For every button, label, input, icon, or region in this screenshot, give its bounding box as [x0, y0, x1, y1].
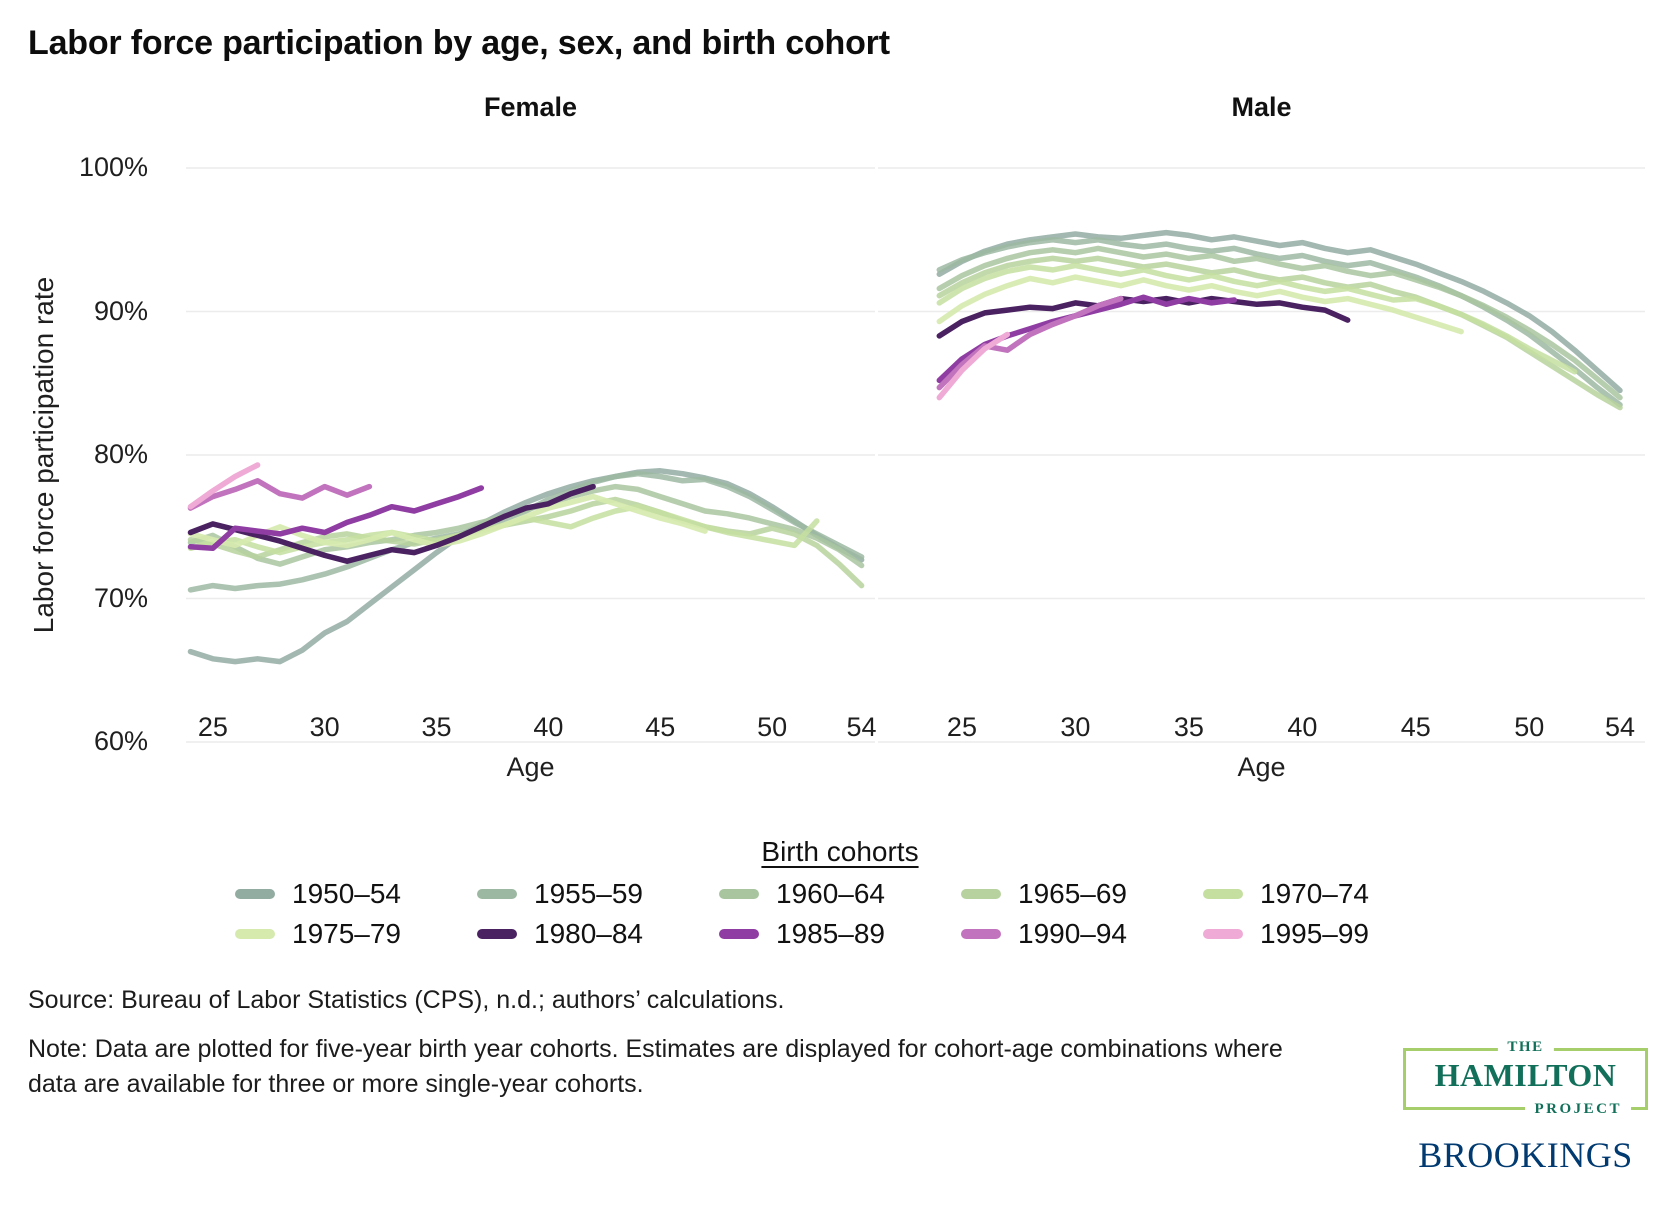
x-tick-female-50: 50	[757, 712, 788, 742]
legend-row-1: 1950–54 1955–59 1960–64 1965–69 1970–74	[235, 878, 1445, 910]
line-female-1980–84	[187, 483, 596, 564]
line-female-1995–99	[187, 462, 261, 510]
x-tick-female-45: 45	[645, 712, 676, 742]
x-tick-male-45: 45	[1400, 712, 1431, 742]
legend-swatch-1990–94	[961, 929, 1001, 939]
panel-title-male: Male	[1231, 92, 1292, 122]
line-male-1960–64	[936, 245, 1623, 401]
legend-label: 1960–64	[776, 878, 886, 909]
legend-label: 1975–79	[292, 918, 402, 949]
legend: 1950–54 1955–59 1960–64 1965–69 1970–74 1975–…	[0, 878, 1680, 950]
hamilton-project-logo: THE HAMILTON PROJECT	[1403, 1039, 1648, 1118]
legend-title: Birth cohorts	[761, 836, 919, 867]
legend-swatch-1955–59	[477, 889, 517, 899]
x-axis-label-male: Age	[1237, 752, 1286, 782]
legend-label: 1950–54	[292, 878, 402, 909]
x-tick-male-40: 40	[1287, 712, 1318, 742]
line-male-1975–79	[936, 274, 1464, 335]
legend-label: 1995–99	[1260, 918, 1370, 949]
legend-item-1965–69: 1965–69	[961, 878, 1203, 910]
legend-swatch-1980–84	[477, 929, 517, 939]
legend-label: 1990–94	[1018, 918, 1128, 949]
line-male-1990–94	[936, 295, 1124, 391]
y-tick-90: 90%	[93, 295, 148, 326]
legend-swatch-1985–89	[719, 929, 759, 939]
legend-swatch-1965–69	[961, 889, 1001, 899]
line-female-1950–54	[187, 468, 865, 665]
legend-item-1985–89: 1985–89	[719, 918, 961, 950]
y-tick-80: 80%	[93, 439, 148, 469]
line-female-1985–89	[187, 485, 485, 552]
legend-row-2: 1975–79 1980–84 1985–89 1990–94 1995–99	[235, 918, 1445, 950]
legend-label: 1980–84	[534, 918, 644, 949]
line-female-1990–94	[187, 478, 373, 511]
chart-title: Labor force participation by age, sex, a…	[28, 24, 890, 62]
hamilton-logo-name: HAMILTON	[1434, 1057, 1617, 1093]
legend-item-1960–64: 1960–64	[719, 878, 961, 910]
legend-item-1955–59: 1955–59	[477, 878, 719, 910]
hamilton-logo-the: THE	[1497, 1039, 1554, 1056]
legend-item-1970–74: 1970–74	[1203, 878, 1445, 910]
legend-swatch-1995–99	[1203, 929, 1243, 939]
male-chart	[878, 167, 1645, 743]
legend-item-1995–99: 1995–99	[1203, 918, 1445, 950]
y-tick-100: 100%	[78, 152, 148, 182]
source-text: Source: Bureau of Labor Statistics (CPS)…	[28, 986, 785, 1014]
x-tick-female-30: 30	[309, 712, 340, 742]
line-male-1970–74	[936, 262, 1578, 375]
x-tick-female-54: 54	[846, 712, 877, 742]
panel-title-female: Female	[483, 92, 578, 122]
x-tick-male-50: 50	[1514, 712, 1545, 742]
hamilton-logo-project: PROJECT	[1525, 1101, 1631, 1118]
x-tick-female-25: 25	[197, 712, 228, 742]
legend-item-1990–94: 1990–94	[961, 918, 1203, 950]
legend-label: 1985–89	[776, 918, 886, 949]
female-chart	[186, 167, 875, 743]
y-tick-60: 60%	[93, 726, 148, 756]
legend-swatch-1970–74	[1203, 889, 1243, 899]
line-male-1980–84	[936, 295, 1351, 339]
x-tick-male-30: 30	[1060, 712, 1091, 742]
brookings-logo: BROOKINGS	[1418, 1135, 1633, 1175]
legend-swatch-1975–79	[235, 929, 275, 939]
x-tick-female-35: 35	[421, 712, 452, 742]
legend-swatch-1950–54	[235, 889, 275, 899]
x-tick-male-25: 25	[946, 712, 977, 742]
x-axis-label-female: Age	[506, 752, 555, 782]
legend-item-1980–84: 1980–84	[477, 918, 719, 950]
x-tick-male-54: 54	[1605, 712, 1636, 742]
legend-item-1975–79: 1975–79	[235, 918, 477, 950]
note-text: Note: Data are plotted for five-year bir…	[28, 1035, 1283, 1098]
legend-label: 1970–74	[1260, 878, 1370, 909]
legend-label: 1965–69	[1018, 878, 1128, 909]
line-male-1995–99	[936, 331, 1011, 401]
y-tick-70: 70%	[93, 582, 148, 613]
line-male-1950–54	[936, 229, 1623, 394]
x-tick-male-35: 35	[1173, 712, 1204, 742]
legend-item-1950–54: 1950–54	[235, 878, 477, 910]
x-tick-female-40: 40	[533, 712, 564, 742]
legend-swatch-1960–64	[719, 889, 759, 899]
line-female-1965–69	[187, 496, 865, 589]
legend-label: 1955–59	[534, 878, 644, 909]
